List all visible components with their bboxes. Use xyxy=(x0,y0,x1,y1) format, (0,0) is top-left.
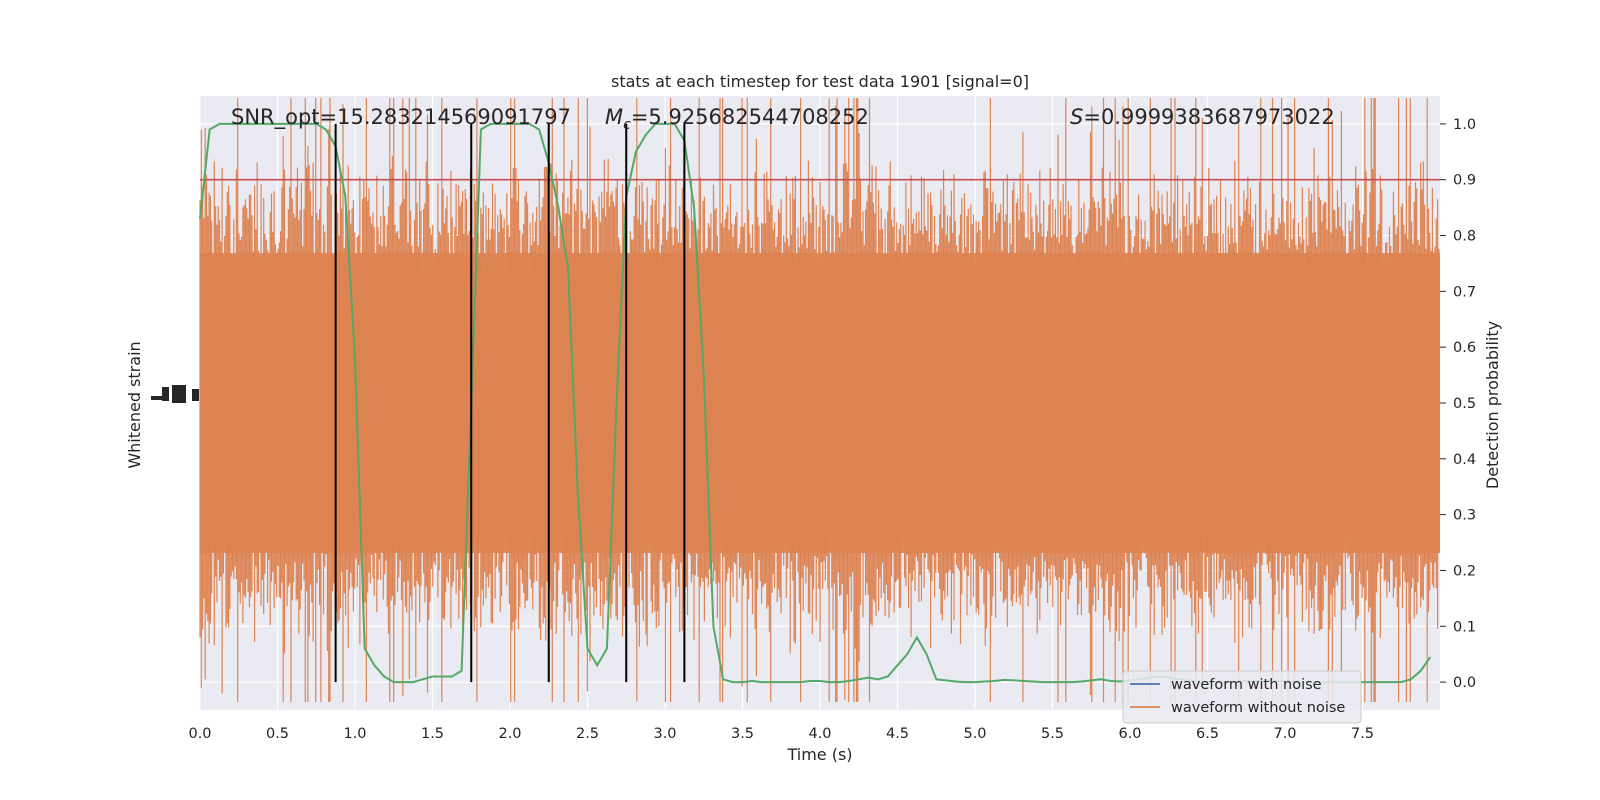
left-tick-blob-part xyxy=(162,387,169,401)
x-tick-labels: 0.0 0.5 1.0 1.5 2.0 2.5 3.0 3.5 4.0 4.5 5.0 5.5 6.0 6… xyxy=(188,726,1374,742)
x-tick-label: 5.5 xyxy=(1041,726,1064,742)
chart-title: stats at each timestep for test data 190… xyxy=(611,72,1029,91)
y-right-tick-labels: 0.0 0.1 0.2 0.3 0.4 0.5 0.6 0.7 0.8 0.9 1.0 xyxy=(1440,117,1476,691)
legend-label-with-noise: waveform with noise xyxy=(1171,677,1322,693)
x-tick-label: 1.5 xyxy=(421,726,444,742)
left-tick-blob-part xyxy=(172,385,186,403)
s-symbol: S xyxy=(1070,105,1083,129)
s-annotation: S=0.9999383687973022 xyxy=(1070,105,1335,129)
x-tick-label: 4.5 xyxy=(886,726,909,742)
y-tick-label: 0.8 xyxy=(1453,229,1476,245)
legend-label-without-noise: waveform without noise xyxy=(1171,700,1345,716)
x-tick-label: 6.5 xyxy=(1196,726,1219,742)
y-tick-label: 0.5 xyxy=(1453,396,1476,412)
mc-symbol: M xyxy=(605,105,623,129)
mc-annotation: Mc=5.925682544708252 xyxy=(605,105,869,133)
s-value: =0.9999383687973022 xyxy=(1083,105,1334,129)
y-tick-label: 0.3 xyxy=(1453,508,1476,524)
y-tick-label: 0.2 xyxy=(1453,563,1476,579)
left-tick-blob xyxy=(151,385,199,403)
strain-spikes xyxy=(199,98,1440,702)
mc-subscript: c xyxy=(623,117,631,133)
x-tick-label: 7.0 xyxy=(1273,726,1296,742)
x-tick-label: 2.5 xyxy=(576,726,599,742)
y-tick-label: 0.6 xyxy=(1453,340,1476,356)
vertical-markers xyxy=(334,123,686,683)
strain-series xyxy=(199,98,1440,702)
y-tick-label: 0.4 xyxy=(1453,452,1476,468)
y-tick-label: 0.7 xyxy=(1453,284,1476,300)
x-tick-label: 7.5 xyxy=(1351,726,1374,742)
x-tick-label: 2.0 xyxy=(498,726,521,742)
y-tick-label: 0.1 xyxy=(1453,619,1476,635)
y-axis-label-right: Detection probability xyxy=(1483,321,1502,489)
y-axis-label-left: Whitened strain xyxy=(125,341,144,468)
y-tick-label: 1.0 xyxy=(1453,117,1476,133)
y-tick-label: 0.9 xyxy=(1453,173,1476,189)
x-tick-label: 4.0 xyxy=(808,726,831,742)
y-tick-label: 0.0 xyxy=(1453,675,1476,691)
x-tick-label: 3.5 xyxy=(731,726,754,742)
x-tick-label: 6.0 xyxy=(1118,726,1141,742)
mc-value: =5.925682544708252 xyxy=(631,105,869,129)
x-tick-label: 1.0 xyxy=(343,726,366,742)
x-tick-label: 5.0 xyxy=(963,726,986,742)
x-tick-label: 0.5 xyxy=(266,726,289,742)
left-tick-blob-part xyxy=(192,389,199,401)
x-axis-label: Time (s) xyxy=(786,745,852,764)
legend-box xyxy=(1122,670,1362,724)
snr-annotation: SNR_opt=15.283214569091797 xyxy=(231,105,571,130)
x-tick-label: 0.0 xyxy=(188,726,211,742)
legend: waveform with noise waveform without noi… xyxy=(1122,670,1362,724)
x-tick-label: 3.0 xyxy=(653,726,676,742)
left-tick-blob-part xyxy=(151,396,164,400)
